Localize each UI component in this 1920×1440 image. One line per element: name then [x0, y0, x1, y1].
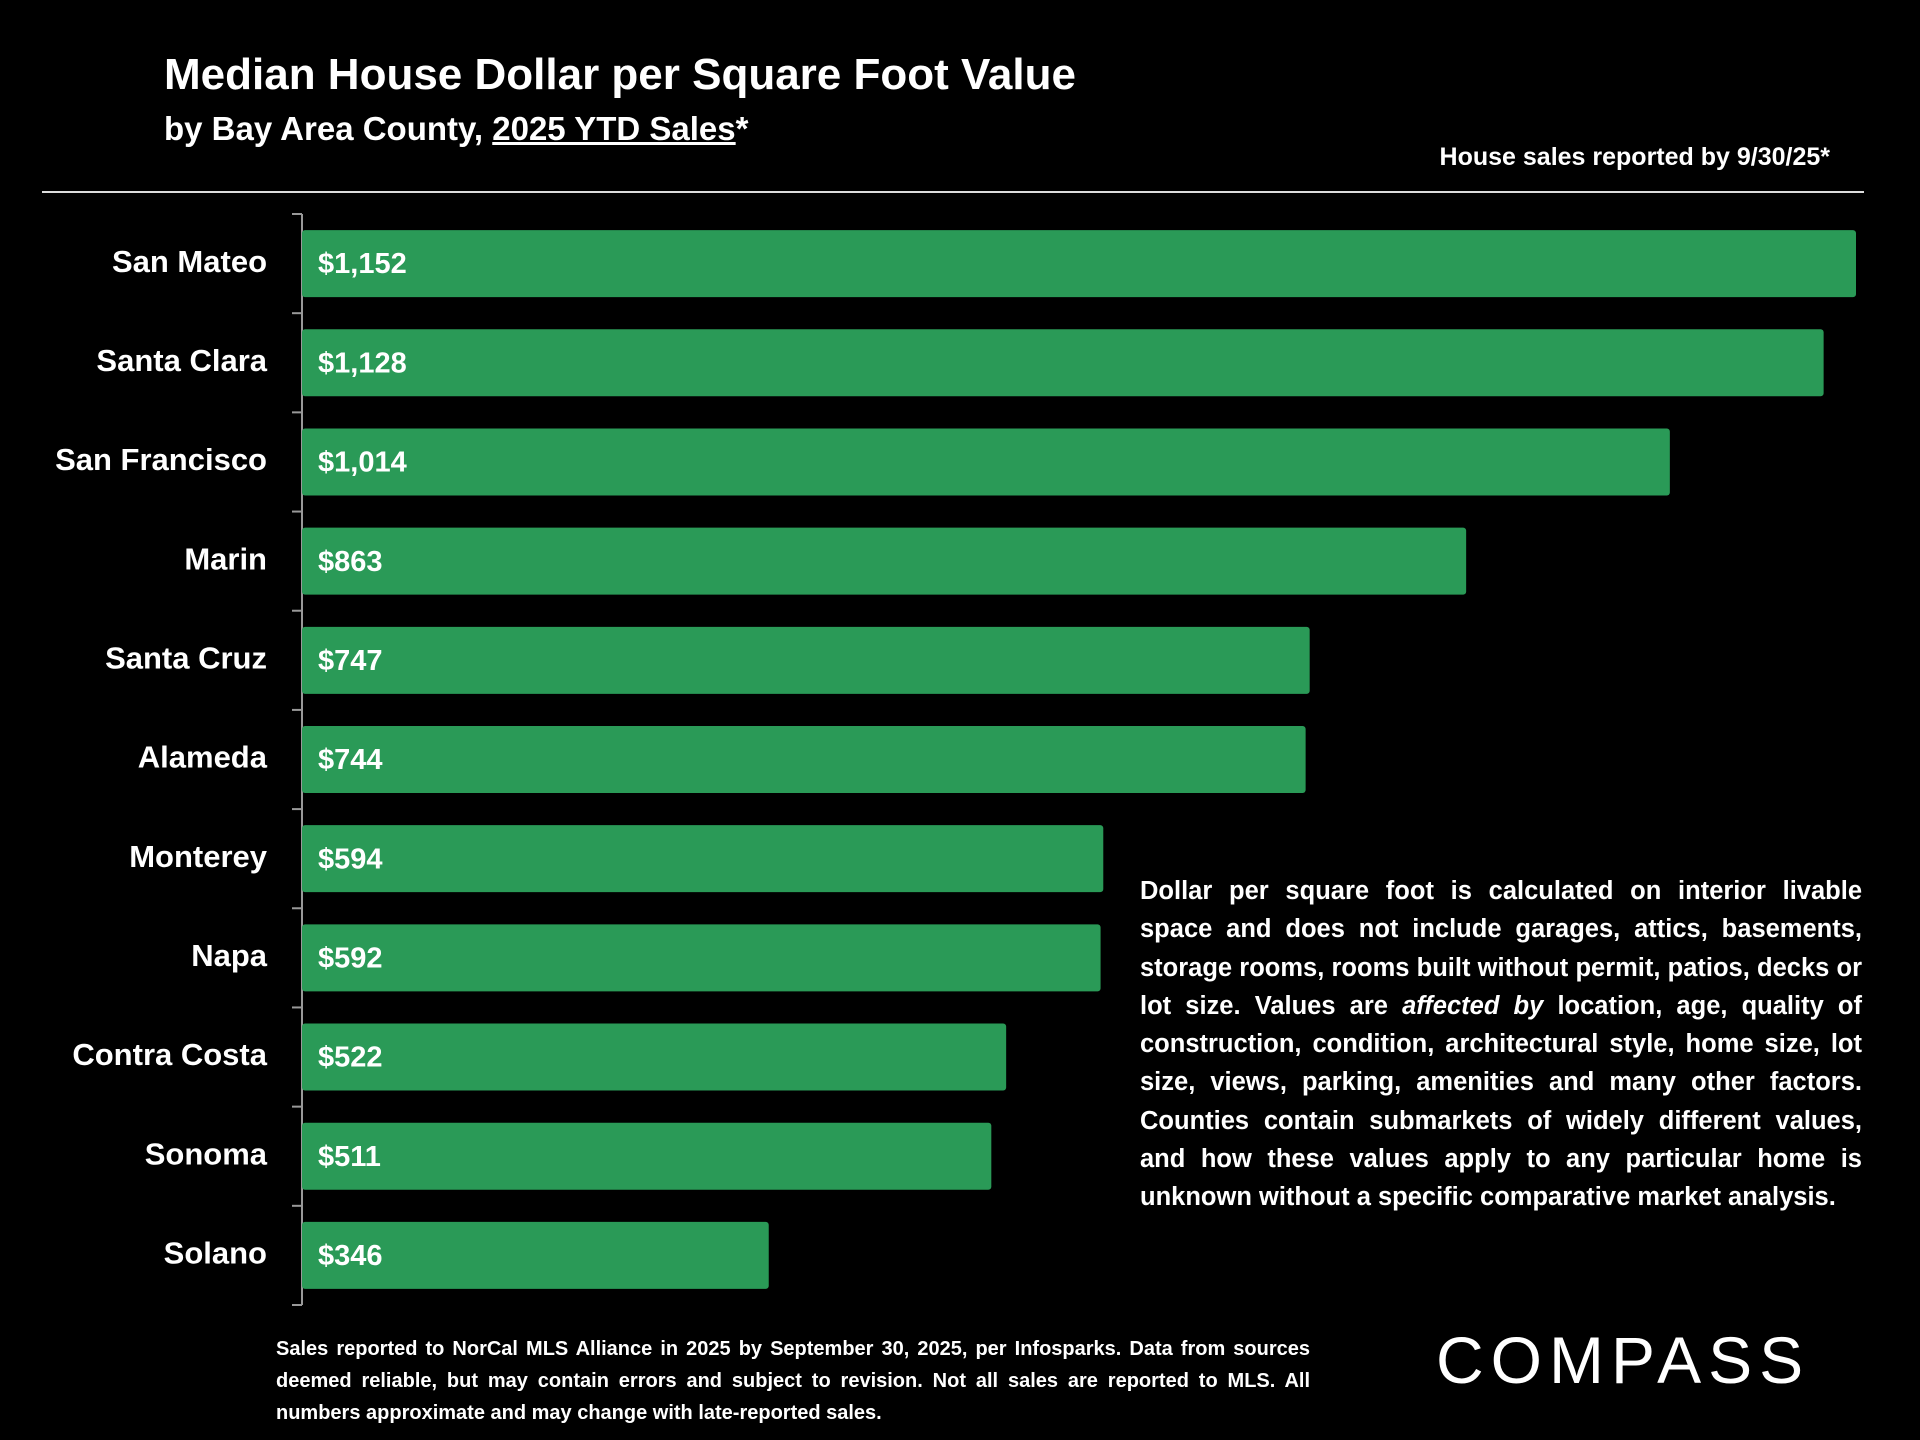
bar	[302, 825, 1104, 893]
footnote: Sales reported to NorCal MLS Alliance in…	[276, 1338, 1310, 1424]
category-label: Marin	[184, 541, 267, 576]
bar	[302, 527, 1467, 595]
bar	[302, 1023, 1007, 1091]
category-label: Alameda	[138, 740, 268, 775]
value-label: $744	[318, 744, 383, 776]
value-label: $1,152	[318, 248, 407, 280]
value-label: $592	[318, 943, 383, 975]
note-text: Dollar per square foot is calculated on …	[1140, 877, 1862, 1020]
bar	[302, 726, 1306, 793]
subtitle-text: by Bay Area County,	[164, 110, 493, 147]
value-label: $346	[318, 1240, 383, 1272]
category-label: Monterey	[129, 839, 268, 874]
category-label: Solano	[164, 1236, 267, 1271]
category-label: San Francisco	[55, 442, 267, 477]
note: Dollar per square foot is calculated on …	[1140, 872, 1862, 1217]
bar	[302, 1122, 992, 1190]
chart-title: Median House Dollar per Square Foot Valu…	[164, 50, 1076, 99]
bar	[302, 428, 1670, 496]
bar	[302, 1221, 769, 1289]
value-label: $594	[318, 843, 383, 875]
note-emphasis: affected by	[1402, 991, 1544, 1020]
value-label: $747	[318, 645, 383, 677]
category-label: Contra Costa	[72, 1037, 267, 1072]
value-label: $511	[318, 1141, 381, 1173]
category-label: Santa Cruz	[105, 641, 267, 676]
logo: COMPASS	[1436, 1323, 1811, 1397]
bar	[302, 924, 1101, 992]
value-label: $1,128	[318, 347, 407, 379]
category-label: San Mateo	[112, 244, 267, 279]
category-label: Napa	[191, 938, 268, 973]
subtitle-period: 2025 YTD Sales	[492, 110, 736, 147]
bar	[302, 626, 1310, 694]
note-text: location, age, quality of construction, …	[1140, 991, 1862, 1212]
bar	[302, 230, 1856, 298]
bar	[302, 329, 1824, 397]
annotation: House sales reported by 9/30/25*	[1439, 143, 1830, 171]
category-label: Santa Clara	[96, 343, 267, 378]
value-label: $522	[318, 1042, 383, 1074]
chart-subtitle: by Bay Area County, 2025 YTD Sales*	[164, 110, 749, 148]
value-label: $863	[318, 546, 383, 578]
subtitle-asterisk: *	[735, 110, 749, 147]
category-label: Sonoma	[145, 1136, 268, 1171]
value-label: $1,014	[318, 447, 407, 479]
